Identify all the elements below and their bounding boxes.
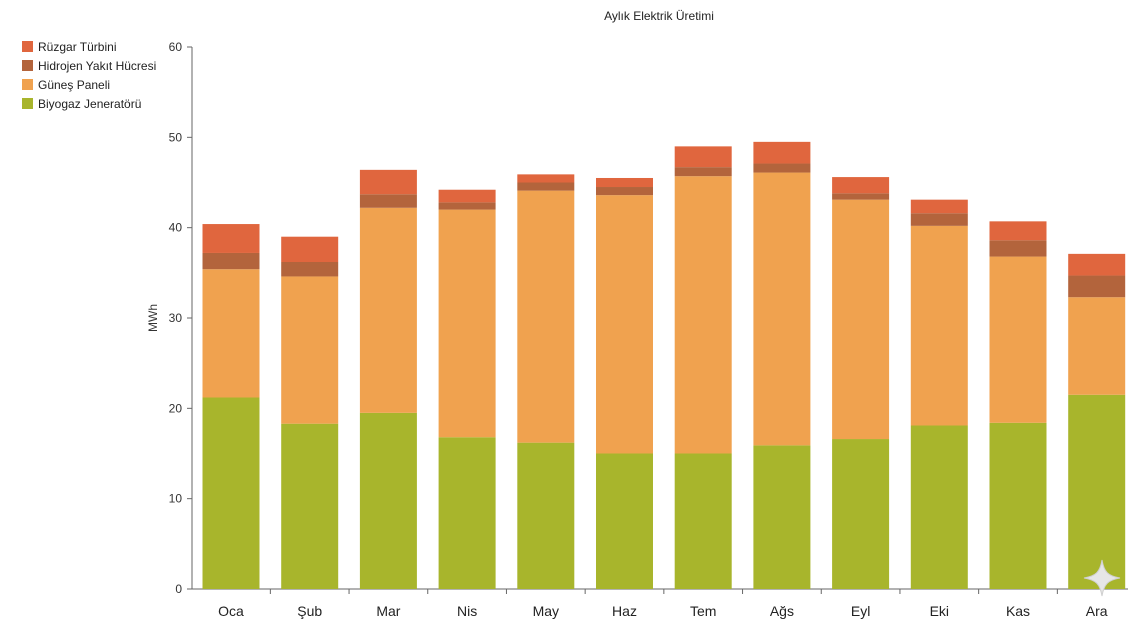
bar-segment bbox=[753, 445, 811, 589]
bar-segment bbox=[438, 189, 496, 203]
bar-segment bbox=[359, 194, 417, 208]
bar-segment bbox=[910, 225, 968, 426]
legend-label: Hidrojen Yakıt Hücresi bbox=[38, 58, 157, 73]
legend-item: Rüzgar Türbini bbox=[22, 37, 156, 56]
x-tick-label: Ağs bbox=[770, 603, 794, 619]
x-tick-label: Eyl bbox=[851, 603, 870, 619]
x-tick-label: Mar bbox=[376, 603, 400, 619]
legend-label: Rüzgar Türbini bbox=[38, 39, 117, 54]
bar-segment bbox=[202, 269, 260, 398]
bar-segment bbox=[438, 202, 496, 210]
x-tick-label: Kas bbox=[1006, 603, 1030, 619]
bar-segment bbox=[674, 146, 732, 168]
bar-segment bbox=[910, 425, 968, 589]
bar-segment bbox=[832, 199, 890, 440]
bar-segment bbox=[438, 209, 496, 438]
bar-segment bbox=[359, 412, 417, 589]
legend-item: Biyogaz Jeneratörü bbox=[22, 94, 156, 113]
y-tick-label: 20 bbox=[169, 401, 183, 415]
bar-segment bbox=[1068, 275, 1126, 298]
sparkle-icon bbox=[1083, 559, 1121, 597]
bar-segment bbox=[438, 437, 496, 589]
bar-segment bbox=[989, 240, 1047, 257]
x-tick-label: May bbox=[533, 603, 559, 619]
bar-segment bbox=[596, 453, 653, 589]
bar-segment bbox=[281, 236, 339, 262]
bar-segment bbox=[1068, 297, 1126, 395]
legend: Rüzgar Türbini Hidrojen Yakıt Hücresi Güne… bbox=[22, 37, 156, 113]
bar-segment bbox=[989, 256, 1047, 423]
x-tick-label: Ara bbox=[1086, 603, 1108, 619]
x-tick-label: Nis bbox=[457, 603, 477, 619]
bar-segment bbox=[281, 423, 339, 589]
bar-segment bbox=[832, 177, 890, 194]
legend-label: Biyogaz Jeneratörü bbox=[38, 96, 142, 111]
x-tick-label: Şub bbox=[297, 603, 322, 619]
legend-swatch bbox=[22, 41, 33, 52]
bar-segment bbox=[517, 182, 575, 191]
legend-swatch bbox=[22, 79, 33, 90]
legend-item: Hidrojen Yakıt Hücresi bbox=[22, 56, 156, 75]
chart-title: Aylık Elektrik Üretimi bbox=[604, 9, 714, 23]
bar-segment bbox=[202, 224, 260, 253]
legend-swatch bbox=[22, 98, 33, 109]
bar-segment bbox=[359, 169, 417, 195]
bar-segment bbox=[1068, 253, 1126, 276]
bar-segment bbox=[832, 193, 890, 200]
x-tick-label: Oca bbox=[218, 603, 244, 619]
bar-segment bbox=[202, 252, 260, 270]
y-tick-label: 0 bbox=[175, 582, 182, 596]
bar-segment bbox=[281, 261, 339, 277]
bar-segment bbox=[1068, 394, 1126, 589]
bar-segment bbox=[674, 453, 732, 589]
bar-segment bbox=[281, 276, 339, 424]
x-tick-label: Tem bbox=[690, 603, 716, 619]
bar-segment bbox=[596, 195, 653, 454]
bar-segment bbox=[989, 221, 1047, 241]
y-tick-label: 10 bbox=[169, 492, 183, 506]
y-tick-label: 30 bbox=[169, 311, 183, 325]
bar-segment bbox=[989, 422, 1047, 589]
bar-segment bbox=[753, 172, 811, 446]
bar-segment bbox=[910, 199, 968, 214]
bar-segment bbox=[517, 174, 575, 183]
bar-segment bbox=[910, 213, 968, 226]
legend-swatch bbox=[22, 60, 33, 71]
bar-segment bbox=[753, 163, 811, 173]
bar-segment bbox=[517, 190, 575, 443]
y-tick-label: 40 bbox=[169, 221, 183, 235]
bar-segment bbox=[753, 141, 811, 164]
x-tick-label: Haz bbox=[612, 603, 637, 619]
bar-segment bbox=[359, 207, 417, 413]
bar-segment bbox=[674, 176, 732, 454]
bar-segment bbox=[202, 397, 260, 589]
y-tick-label: 50 bbox=[169, 130, 183, 144]
y-tick-label: 60 bbox=[169, 40, 183, 54]
bar-segment bbox=[596, 177, 653, 188]
legend-item: Güneş Paneli bbox=[22, 75, 156, 94]
bar-segment bbox=[517, 442, 575, 589]
y-axis-title: MWh bbox=[146, 304, 160, 332]
legend-label: Güneş Paneli bbox=[38, 77, 111, 92]
bar-segment bbox=[832, 439, 890, 589]
bar-segment bbox=[674, 167, 732, 177]
bar-segment bbox=[596, 187, 653, 196]
x-tick-label: Eki bbox=[930, 603, 949, 619]
